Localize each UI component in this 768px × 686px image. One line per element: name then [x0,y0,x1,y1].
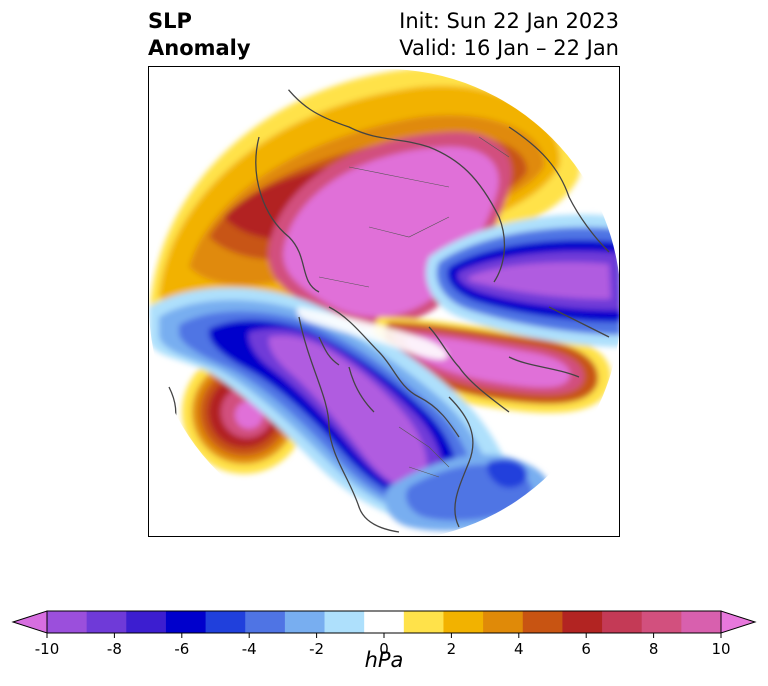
init-date-label: Init: Sun 22 Jan 2023 [399,9,619,33]
colorbar-cell [443,611,484,633]
slp-anomaly-map [149,69,619,536]
colorbar-unit-label: hPa [364,648,404,672]
colorbar-cell [205,611,246,633]
colorbar-tick-label: -8 [107,640,122,658]
colorbar-tick-label: 4 [514,640,524,658]
map-panel [148,66,620,537]
colorbar-tick-label: -2 [309,640,324,658]
colorbar-cell [602,611,643,633]
colorbar-cell [47,611,88,633]
map-title: SLP Anomaly [148,8,251,62]
colorbar-cell [681,611,722,633]
anomaly-field [149,69,619,536]
colorbar-tick-label: -6 [174,640,189,658]
colorbar-cell [324,611,365,633]
colorbar-cell [86,611,127,633]
colorbar-cell [364,611,405,633]
colorbar-cell [483,611,524,633]
colorbar: -10 -8 -6 -4 -2 0 2 4 6 8 10 [11,610,757,658]
title-line-variable: SLP [148,9,192,33]
colorbar-tick-label: 10 [711,640,730,658]
map-date-info: Init: Sun 22 Jan 2023 Valid: 16 Jan – 22… [399,8,619,62]
colorbar-extend-low [13,611,47,633]
colorbar-tick-label: 2 [447,640,457,658]
borders [318,136,510,478]
colorbar-cell [641,611,682,633]
colorbar-cell [284,611,326,633]
valid-range-label: Valid: 16 Jan – 22 Jan [399,36,619,60]
colorbar-cell [403,611,444,633]
colorbar-ticks: -10 -8 -6 -4 -2 0 2 4 6 8 10 [35,633,731,658]
colorbar-cell [522,611,563,633]
colorbar-tick-label: -4 [242,640,257,658]
colorbar-cell [562,611,603,633]
colorbar-tick-label: 6 [581,640,591,658]
colorbar-cell [245,611,286,633]
colorbar-cell [165,611,207,633]
colorbar-extend-high [721,611,755,633]
colorbar-tick-label: 0 [379,640,389,658]
colorbar-tick-label: -10 [35,640,60,658]
title-line-anomaly: Anomaly [148,36,251,60]
colorbar-tick-label: 8 [649,640,659,658]
colorbar-cells [47,611,722,633]
colorbar-cell [126,611,167,633]
coastlines [168,76,610,533]
